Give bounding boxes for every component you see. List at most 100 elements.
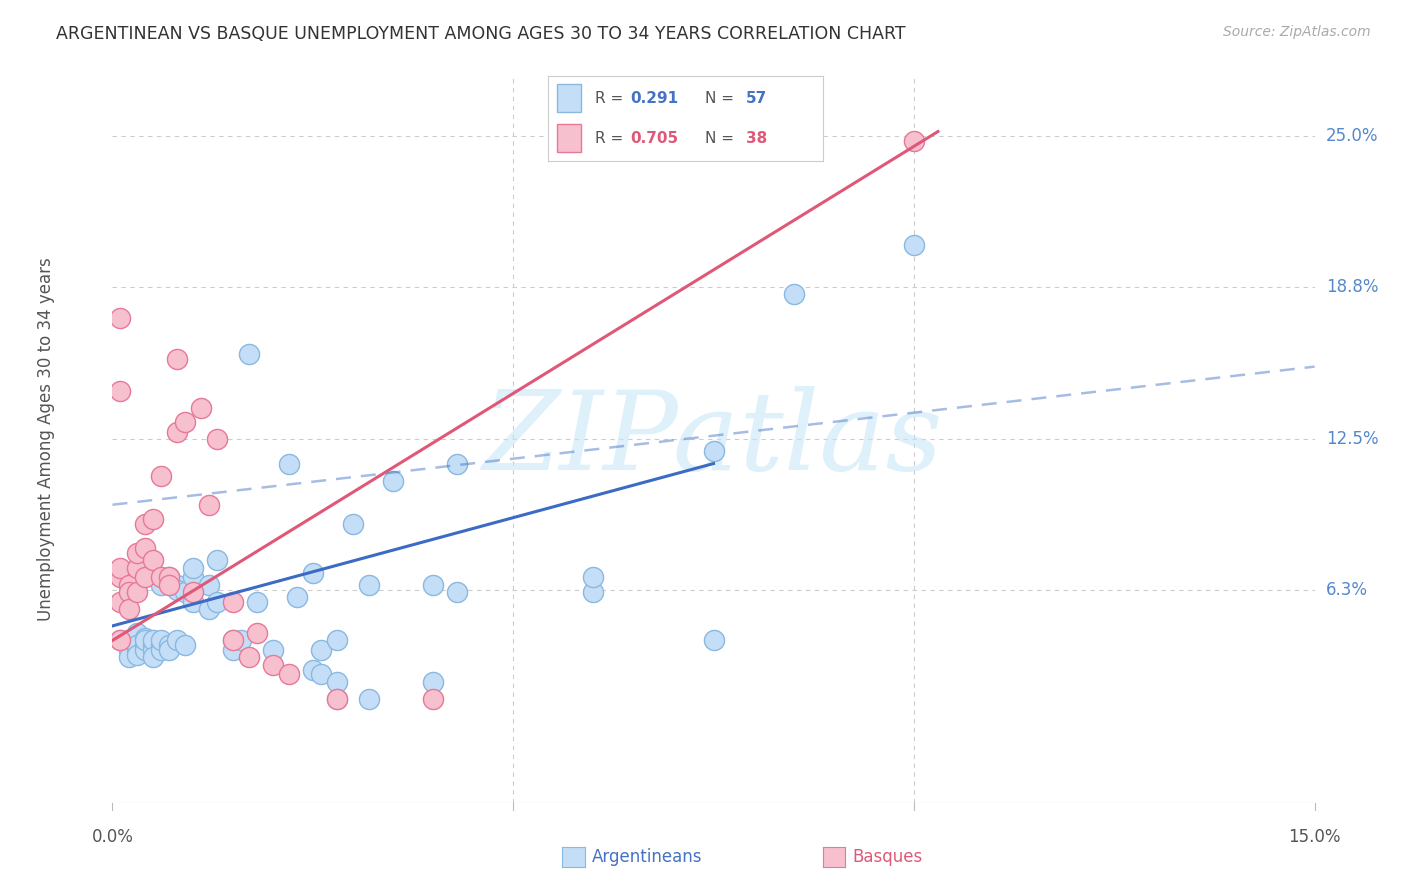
Point [157, 570, 180, 584]
Point [782, 142, 804, 156]
Point [190, 401, 212, 415]
Point [181, 560, 204, 574]
Point [702, 444, 725, 458]
Point [309, 643, 332, 657]
Point [285, 590, 308, 604]
Point [157, 638, 180, 652]
Point [326, 691, 349, 706]
Point [110, 311, 132, 326]
Point [117, 643, 139, 657]
Text: 12.5%: 12.5% [1326, 430, 1378, 449]
Point [141, 638, 163, 652]
Point [134, 631, 156, 645]
Point [222, 633, 245, 648]
Point [117, 602, 139, 616]
Point [422, 691, 444, 706]
Text: Source: ZipAtlas.com: Source: ZipAtlas.com [1223, 25, 1371, 39]
Point [326, 674, 349, 689]
Bar [557, 124, 581, 152]
Point [903, 238, 925, 252]
Text: ZIPatlas: ZIPatlas [484, 385, 943, 493]
Point [246, 595, 269, 609]
Point [326, 633, 349, 648]
Point [277, 457, 299, 471]
Point [125, 585, 148, 599]
Text: Argentineans: Argentineans [592, 847, 703, 866]
Point [125, 643, 148, 657]
Point [149, 468, 172, 483]
Point [446, 585, 468, 599]
Point [166, 633, 188, 648]
Point [125, 648, 148, 662]
Point [166, 352, 188, 367]
Point [134, 638, 156, 652]
Point [205, 595, 228, 609]
Point [117, 585, 139, 599]
Point [357, 578, 380, 592]
Point [181, 570, 204, 584]
Point [422, 674, 444, 689]
Point [134, 633, 156, 648]
Point [149, 638, 172, 652]
Point [205, 433, 228, 447]
Point [110, 560, 132, 574]
Point [173, 415, 195, 429]
Point [446, 457, 468, 471]
Point [309, 667, 332, 681]
Point [277, 667, 299, 681]
Point [205, 553, 228, 567]
Point [173, 585, 195, 599]
Point [166, 425, 188, 439]
Bar [557, 85, 581, 112]
Point [197, 602, 219, 616]
Point [302, 663, 325, 677]
Point [357, 691, 380, 706]
Point [110, 570, 132, 584]
Point [141, 512, 163, 526]
Point [262, 643, 284, 657]
Point [157, 578, 180, 592]
Text: 6.3%: 6.3% [1326, 581, 1368, 599]
Point [149, 570, 172, 584]
Point [125, 560, 148, 574]
Text: Basques: Basques [852, 847, 922, 866]
Point [326, 691, 349, 706]
Point [238, 347, 260, 361]
Point [342, 517, 364, 532]
Point [181, 585, 204, 599]
Text: 18.8%: 18.8% [1326, 277, 1378, 295]
Point [141, 643, 163, 657]
Point [117, 633, 139, 648]
Point [166, 578, 188, 592]
Point [262, 657, 284, 672]
Point [141, 650, 163, 665]
Point [110, 595, 132, 609]
Point [134, 517, 156, 532]
Point [229, 633, 252, 648]
Point [782, 287, 804, 301]
Point [222, 633, 245, 648]
Text: N =: N = [704, 131, 738, 146]
Point [125, 638, 148, 652]
Text: N =: N = [704, 91, 738, 106]
Point [181, 595, 204, 609]
Point [157, 570, 180, 584]
Point [110, 384, 132, 398]
Text: 15.0%: 15.0% [1288, 828, 1341, 846]
Point [134, 643, 156, 657]
Text: 57: 57 [745, 91, 768, 106]
Point [422, 578, 444, 592]
Text: 0.291: 0.291 [630, 91, 679, 106]
Text: R =: R = [595, 131, 628, 146]
Point [149, 643, 172, 657]
Point [149, 633, 172, 648]
Text: 38: 38 [745, 131, 768, 146]
Point [197, 498, 219, 512]
Point [582, 585, 605, 599]
Point [702, 633, 725, 648]
Point [382, 474, 405, 488]
Point [141, 633, 163, 648]
Point [903, 134, 925, 148]
Text: 0.0%: 0.0% [91, 828, 134, 846]
Point [110, 633, 132, 648]
